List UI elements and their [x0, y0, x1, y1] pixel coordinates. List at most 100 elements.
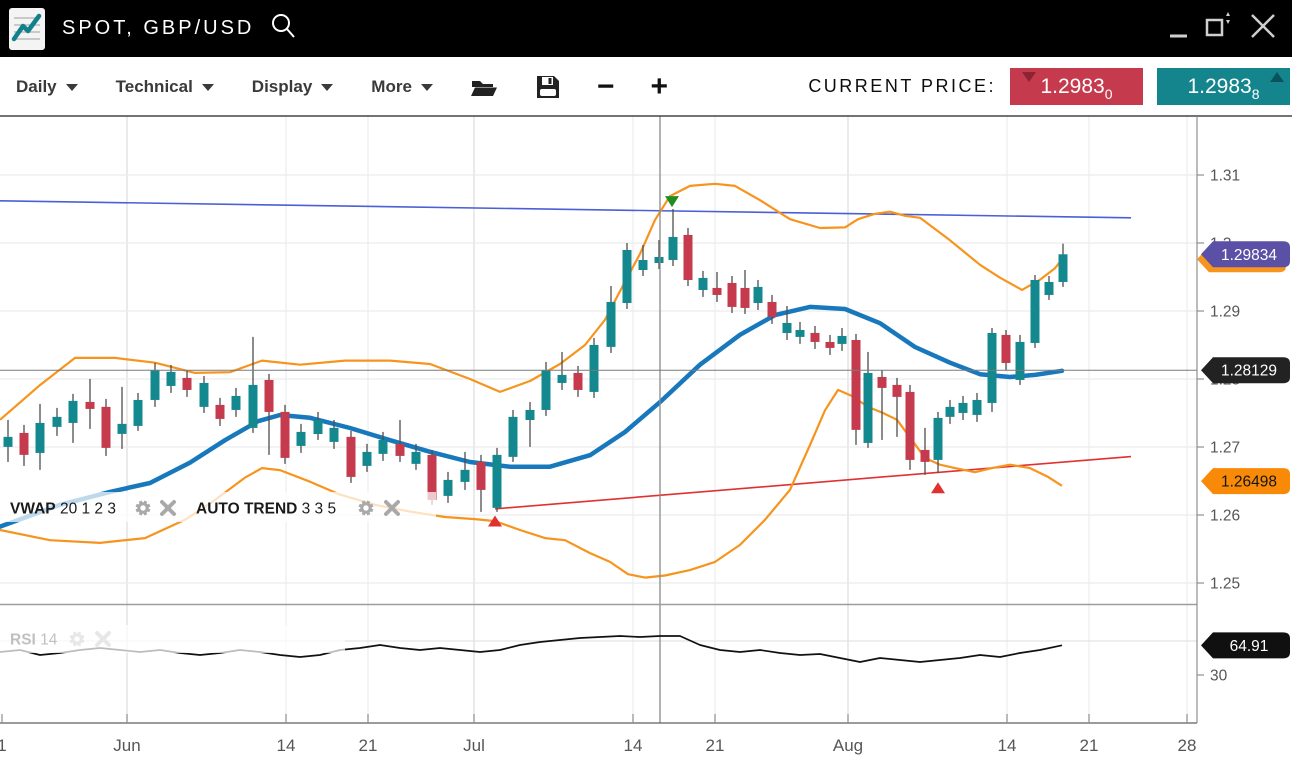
candle: [231, 395, 241, 410]
current-price-badge: 1.29834: [1197, 241, 1290, 273]
svg-text:1.26498: 1.26498: [1221, 474, 1277, 491]
candle: [508, 416, 518, 457]
price-tick-label: 1.31: [1210, 168, 1240, 185]
candle: [427, 454, 437, 500]
candle: [905, 391, 915, 460]
time-tick-label: Aug: [833, 736, 863, 755]
close-icon[interactable]: [1248, 10, 1278, 47]
toolbar: Daily Technical Display More: [0, 57, 1292, 116]
bid-price-subdigit: 0: [1104, 86, 1113, 102]
candle: [329, 427, 339, 442]
remove-x-icon[interactable]: [160, 500, 176, 516]
popout-icon[interactable]: [1204, 10, 1234, 47]
candle: [945, 406, 955, 417]
candle: [795, 329, 805, 337]
settings-gear-icon[interactable]: [358, 500, 374, 516]
search-icon[interactable]: [268, 10, 298, 47]
bid-price-badge: 1.2983 0: [1010, 68, 1143, 105]
zoom-out-icon[interactable]: −: [597, 71, 615, 102]
indicator-label: AUTO TREND 3 3 5: [196, 501, 336, 518]
candle: [1058, 254, 1068, 282]
candle: [133, 399, 143, 426]
remove-x-icon[interactable]: [384, 500, 400, 516]
svg-text:1.28129: 1.28129: [1221, 363, 1277, 380]
zoom-in-icon[interactable]: +: [650, 69, 668, 103]
candle: [35, 422, 45, 453]
bollinger-upper-band: [0, 182, 1064, 421]
title-bar: SPOT, GBP/USD: [0, 0, 1292, 57]
candle: [1030, 279, 1040, 343]
candle: [573, 372, 583, 390]
candle: [362, 451, 372, 466]
candle: [958, 402, 968, 413]
open-folder-icon[interactable]: [469, 73, 499, 101]
ask-price-subdigit: 8: [1251, 86, 1260, 102]
candle: [654, 256, 664, 263]
time-tick-label: 14: [624, 736, 643, 755]
display-dropdown-label: Display: [251, 76, 313, 96]
candle: [117, 423, 127, 434]
candle: [767, 301, 777, 317]
candle: [683, 234, 693, 280]
panel-frame: [0, 115, 1292, 724]
candle: [782, 322, 792, 333]
current-price-label: CURRENT PRICE:: [808, 76, 996, 96]
bollinger-lower-band: [0, 388, 1063, 579]
bid-price-value: 1.2983: [1040, 74, 1105, 98]
candle: [378, 439, 388, 454]
time-tick-label: 14: [277, 736, 296, 755]
overlay-lines: [0, 182, 1065, 579]
candle: [877, 376, 887, 388]
technical-dropdown[interactable]: Technical: [116, 77, 214, 97]
technical-dropdown-label: Technical: [115, 76, 193, 96]
minimize-icon[interactable]: [1168, 11, 1190, 46]
candle: [248, 384, 258, 428]
candle: [810, 332, 820, 342]
candle: [492, 454, 502, 508]
candle: [443, 479, 453, 496]
candle: [296, 431, 306, 446]
candle: [972, 399, 982, 415]
more-dropdown[interactable]: More: [371, 77, 433, 97]
time-tick-label: 21: [706, 736, 725, 755]
sell-signal-triangle: [665, 196, 679, 208]
candle: [557, 374, 567, 383]
candle: [3, 436, 13, 447]
rsi-tick-label: 30: [1210, 668, 1228, 685]
time-tick-label: Jul: [463, 736, 485, 755]
signal-markers: [488, 196, 945, 527]
candle: [712, 287, 722, 295]
auto-trend-upper-line: [0, 200, 1132, 219]
candle: [264, 379, 274, 412]
candle: [1015, 341, 1025, 380]
settings-gear-icon[interactable]: [135, 500, 151, 516]
candle: [215, 404, 225, 419]
candle: [525, 409, 535, 421]
price-tick-label: 1.25: [1210, 576, 1240, 593]
display-dropdown[interactable]: Display: [251, 76, 334, 97]
save-floppy-icon[interactable]: [535, 73, 561, 101]
candle: [987, 332, 997, 403]
candle: [727, 282, 737, 307]
rsi-legend-backdrop: [0, 625, 345, 653]
interval-dropdown[interactable]: Daily: [16, 77, 78, 97]
candle: [1044, 281, 1054, 295]
candle: [698, 277, 708, 290]
candle: [313, 420, 323, 435]
buy-signal-triangle: [488, 515, 502, 527]
candle: [892, 384, 902, 397]
buy-signal-triangle: [931, 482, 945, 494]
candle: [19, 432, 29, 455]
window-title: SPOT, GBP/USD: [62, 17, 255, 39]
more-dropdown-label: More: [371, 76, 412, 96]
interval-dropdown-label: Daily: [16, 76, 57, 96]
candle: [150, 369, 160, 400]
svg-text:64.91: 64.91: [1230, 638, 1269, 655]
candle: [52, 416, 62, 427]
candle: [541, 369, 551, 410]
candle: [182, 377, 192, 390]
vwap-line: [0, 304, 1065, 529]
plus-glyph: +: [650, 69, 668, 103]
